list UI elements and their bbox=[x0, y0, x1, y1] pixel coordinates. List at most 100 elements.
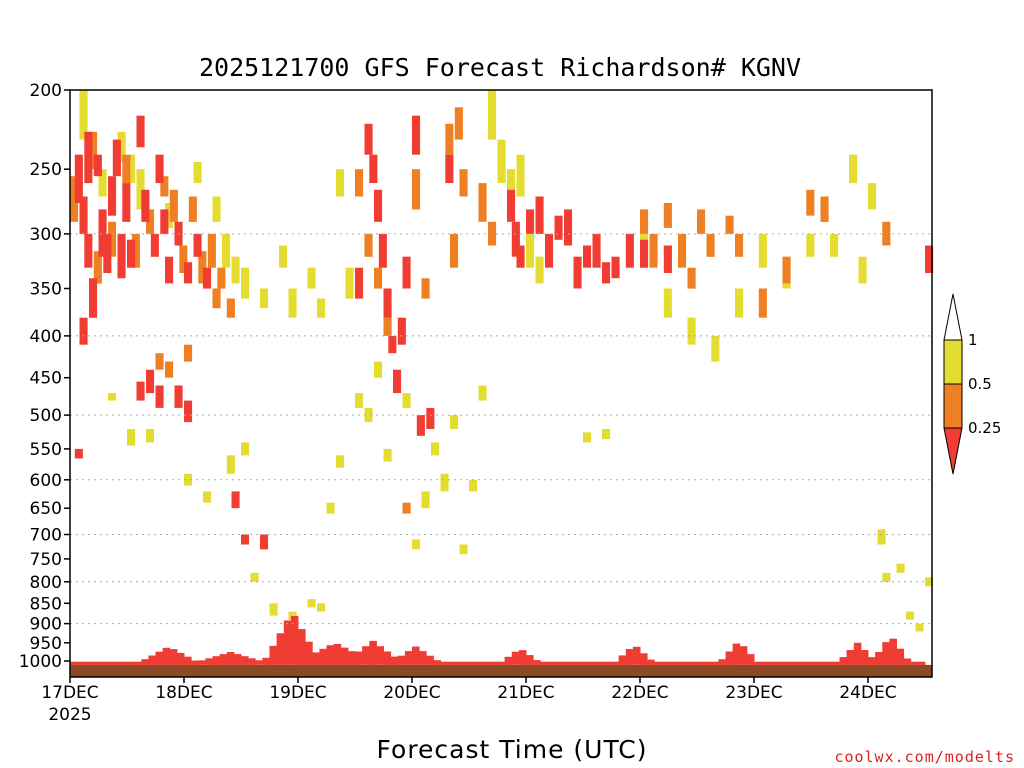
ri-cell bbox=[526, 233, 535, 268]
ri-cell bbox=[378, 233, 387, 268]
ri-boundary-layer bbox=[668, 661, 677, 665]
ri-boundary-layer bbox=[732, 643, 741, 665]
ri-boundary-layer bbox=[84, 661, 92, 665]
ri-boundary-layer bbox=[561, 661, 570, 665]
x-axis-title: Forecast Time (UTC) bbox=[377, 735, 648, 764]
ri-boundary-layer bbox=[162, 647, 171, 665]
colorbar-level-label: 1 bbox=[968, 331, 978, 349]
ri-cell bbox=[307, 267, 316, 289]
ri-cell bbox=[108, 393, 117, 401]
ri-boundary-layer bbox=[711, 661, 719, 665]
ri-cell bbox=[174, 385, 183, 408]
ri-cell bbox=[393, 369, 402, 394]
ri-boundary-layer bbox=[419, 651, 427, 665]
ri-cell bbox=[478, 385, 487, 401]
ri-cell bbox=[136, 169, 145, 210]
ri-boundary-layer bbox=[647, 659, 655, 665]
ri-cell bbox=[535, 196, 544, 234]
ri-boundary-layer bbox=[98, 661, 107, 665]
ri-boundary-layer bbox=[233, 654, 242, 665]
ri-cell bbox=[573, 256, 582, 289]
ri-boundary-layer bbox=[896, 648, 905, 665]
y-tick-label: 550 bbox=[30, 440, 62, 460]
ri-cell bbox=[516, 245, 525, 268]
ri-cell bbox=[355, 393, 364, 408]
ri-cell bbox=[383, 448, 392, 462]
ri-boundary-layer bbox=[305, 641, 313, 665]
ri-cell bbox=[421, 491, 430, 509]
ri-cell bbox=[782, 256, 791, 284]
ri-boundary-layer bbox=[383, 651, 392, 665]
ri-boundary-layer bbox=[390, 656, 399, 665]
ri-cell bbox=[758, 233, 767, 268]
ri-boundary-layer bbox=[725, 651, 734, 665]
ri-boundary-layer bbox=[469, 661, 477, 665]
colorbar-level-label: 0.5 bbox=[968, 375, 992, 393]
ri-cell bbox=[336, 169, 345, 197]
ri-cell bbox=[165, 203, 174, 228]
ri-cell bbox=[179, 245, 188, 273]
ri-cell bbox=[830, 233, 839, 257]
ri-cell bbox=[735, 288, 744, 318]
ri-boundary-layer bbox=[447, 661, 456, 665]
ri-cell bbox=[122, 183, 131, 222]
ri-boundary-layer bbox=[340, 647, 349, 665]
plot-frame bbox=[69, 89, 933, 678]
ri-cell bbox=[136, 115, 145, 148]
ri-cell bbox=[454, 107, 463, 140]
ri-boundary-layer bbox=[226, 652, 235, 665]
ri-cell bbox=[226, 455, 235, 474]
ri-boundary-layer bbox=[105, 661, 114, 665]
ri-cell bbox=[336, 455, 345, 468]
ri-cell bbox=[687, 267, 696, 289]
ri-cell bbox=[507, 169, 516, 197]
ri-cell bbox=[241, 267, 250, 299]
ri-boundary-layer bbox=[184, 656, 192, 665]
ri-cell bbox=[136, 381, 145, 401]
ri-boundary-layer bbox=[355, 651, 363, 665]
ri-cell bbox=[554, 215, 563, 240]
ri-cell bbox=[74, 448, 83, 459]
ri-cell bbox=[317, 298, 326, 318]
ri-cell bbox=[426, 407, 435, 429]
ri-cell bbox=[160, 176, 169, 197]
ri-boundary-layer bbox=[476, 661, 484, 665]
plot-area bbox=[70, 90, 934, 677]
ri-cell bbox=[150, 233, 159, 257]
ri-cell bbox=[402, 393, 411, 408]
ri-boundary-layer bbox=[369, 640, 377, 665]
ri-boundary-layer bbox=[212, 656, 221, 665]
ri-cell bbox=[374, 267, 383, 289]
ri-cell bbox=[117, 131, 126, 162]
ri-cell bbox=[127, 239, 136, 268]
ri-cell bbox=[459, 544, 468, 555]
ri-boundary-layer bbox=[704, 661, 712, 665]
ri-cell bbox=[678, 233, 687, 268]
ri-cell bbox=[122, 154, 131, 184]
ri-cell bbox=[640, 239, 649, 268]
ri-boundary-layer bbox=[326, 645, 335, 665]
ri-cell bbox=[602, 262, 611, 284]
ri-cell bbox=[79, 317, 88, 345]
ri-boundary-layer bbox=[176, 652, 185, 665]
ri-boundary-layer bbox=[768, 661, 776, 665]
ri-cell bbox=[89, 278, 98, 318]
ri-cell bbox=[317, 603, 326, 612]
ri-cell bbox=[288, 288, 297, 318]
ri-boundary-layer bbox=[754, 661, 762, 665]
ri-cell bbox=[79, 90, 88, 140]
ri-boundary-layer bbox=[198, 660, 206, 665]
ri-cell bbox=[592, 233, 601, 268]
ri-boundary-layer bbox=[141, 659, 149, 665]
ri-cell bbox=[155, 353, 164, 370]
ri-cell bbox=[131, 233, 140, 268]
ri-cell bbox=[925, 245, 934, 273]
ri-boundary-layer bbox=[575, 661, 584, 665]
ri-cell bbox=[155, 154, 164, 184]
ri-boundary-layer bbox=[241, 656, 249, 665]
site-credit[interactable]: coolwx.com/modelts bbox=[834, 748, 1015, 766]
ri-boundary-layer bbox=[618, 655, 627, 665]
ri-boundary-layer bbox=[461, 661, 470, 665]
